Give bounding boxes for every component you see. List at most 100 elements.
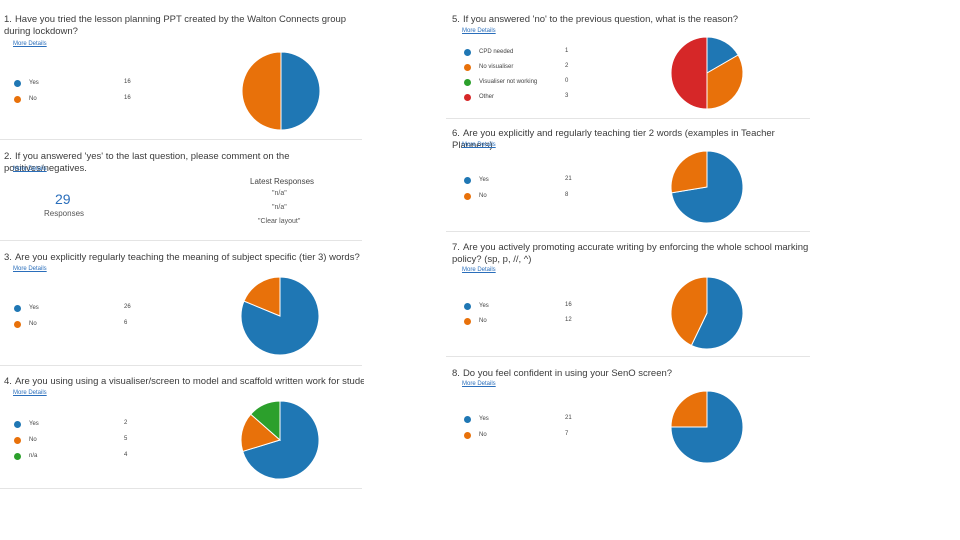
pie-slice-other [670, 36, 708, 110]
q4-pie-chart [240, 400, 320, 480]
legend-label: No visualiser [479, 64, 514, 70]
pie-slice-yes [242, 400, 320, 480]
q8-number: 8. [452, 368, 460, 379]
legend-dot-orange [14, 320, 21, 328]
divider [446, 118, 810, 119]
legend-dot-green [464, 78, 471, 86]
q6-pie-chart [670, 150, 744, 224]
q6-legend-no-count: 8 [565, 192, 569, 198]
legend-label: n/a [29, 453, 38, 459]
q4-title: 4. Are you using using a visualiser/scree… [4, 376, 364, 388]
q5-legend-cpd: CPD needed [464, 47, 513, 57]
divider [0, 139, 362, 140]
q6-legend-yes-count: 21 [565, 176, 572, 182]
q2-more-details-link[interactable]: More Details [13, 166, 47, 172]
legend-dot-blue [14, 79, 21, 87]
q2-latest-response: "Clear layout" [258, 218, 301, 225]
q5-legend-no-visualiser-count: 2 [565, 63, 569, 69]
legend-dot-blue [464, 176, 471, 184]
legend-label: No [29, 96, 37, 102]
q1-pie-chart [241, 51, 321, 131]
legend-label: No [479, 318, 487, 324]
q2-title: 2. If you answered 'yes' to the last ques… [4, 151, 364, 175]
divider [0, 365, 362, 366]
q6-more-details-link[interactable]: More Details [462, 142, 496, 148]
q1-more-details-link[interactable]: More Details [13, 41, 47, 47]
q3-pie-chart [240, 276, 320, 356]
q7-legend-no: No [464, 316, 487, 326]
q3-text: Are you explicitly regularly teaching th… [14, 252, 360, 263]
q3-legend-no-count: 6 [124, 320, 128, 326]
q1-legend-no: No [14, 94, 37, 104]
legend-label: Yes [479, 177, 489, 183]
pie-slice-no [670, 390, 708, 428]
pie-slice-no [670, 150, 708, 194]
legend-label: No [29, 437, 37, 443]
legend-label: No [479, 432, 487, 438]
pie-slice-yes [280, 51, 321, 131]
q5-legend-not-working-count: 0 [565, 78, 569, 84]
q8-legend-yes: Yes [464, 414, 489, 424]
pie-slice-yes [670, 390, 744, 464]
divider [446, 356, 810, 357]
legend-label: Yes [479, 303, 489, 309]
q4-legend-yes: Yes [14, 419, 39, 429]
legend-dot-blue [464, 302, 471, 310]
legend-dot-green [14, 452, 21, 460]
q3-more-details-link[interactable]: More Details [13, 266, 47, 272]
legend-dot-blue [464, 415, 471, 423]
legend-label: Other [479, 94, 495, 100]
q7-title: 7. Are you actively promoting accurate wr… [452, 242, 814, 266]
q3-legend-no: No [14, 319, 37, 329]
pie-slice-no [670, 276, 708, 347]
q7-legend-yes: Yes [464, 301, 489, 311]
legend-dot-blue [464, 48, 471, 56]
q2-text: If you answered 'yes' to the last questi… [4, 151, 290, 174]
q5-number: 5. [452, 14, 460, 25]
q8-title: 8. Do you feel confident in using your Se… [452, 368, 812, 380]
legend-label: No [29, 321, 37, 327]
legend-label: No [479, 193, 487, 199]
q2-number: 2. [4, 151, 12, 162]
q5-pie-chart [670, 36, 744, 110]
legend-dot-orange [464, 317, 471, 325]
q7-more-details-link[interactable]: More Details [462, 267, 496, 273]
q1-legend-yes-count: 16 [124, 79, 131, 85]
q5-legend-other-count: 3 [565, 93, 569, 99]
divider [446, 231, 810, 232]
q7-pie-chart [670, 276, 744, 350]
q2-responses-count: 29 [55, 191, 71, 207]
q5-more-details-link[interactable]: More Details [462, 28, 496, 34]
legend-dot-orange [14, 436, 21, 444]
pie-slice-no [241, 51, 282, 131]
q8-legend-no-count: 7 [565, 431, 569, 437]
q6-number: 6. [452, 128, 460, 139]
legend-dot-blue [14, 304, 21, 312]
legend-dot-orange [14, 95, 21, 103]
q6-legend-yes: Yes [464, 175, 489, 185]
q6-legend-no: No [464, 191, 487, 201]
q4-legend-na: n/a [14, 451, 37, 461]
legend-label: Yes [29, 80, 39, 86]
legend-dot-orange [464, 431, 471, 439]
q6-title: 6. Are you explicitly and regularly teach… [452, 128, 812, 152]
divider [0, 240, 362, 241]
q2-latest-response: "n/a" [272, 190, 287, 197]
q5-text: If you answered 'no' to the previous que… [462, 14, 739, 25]
q4-legend-na-count: 4 [124, 452, 128, 458]
q3-legend-yes: Yes [14, 303, 39, 313]
q8-legend-yes-count: 21 [565, 415, 572, 421]
legend-label: Yes [29, 305, 39, 311]
q7-number: 7. [452, 242, 460, 253]
q4-more-details-link[interactable]: More Details [13, 390, 47, 396]
legend-dot-red [464, 93, 471, 101]
legend-label: Visualiser not working [479, 79, 538, 85]
q6-text: Are you explicitly and regularly teachin… [452, 128, 775, 151]
q8-more-details-link[interactable]: More Details [462, 381, 496, 387]
q4-legend-no: No [14, 435, 37, 445]
q7-legend-yes-count: 16 [565, 302, 572, 308]
q5-legend-not-working: Visualiser not working [464, 77, 537, 87]
legend-dot-orange [464, 63, 471, 71]
q5-legend-cpd-count: 1 [565, 48, 569, 54]
pie-slice-n-a [250, 400, 281, 442]
